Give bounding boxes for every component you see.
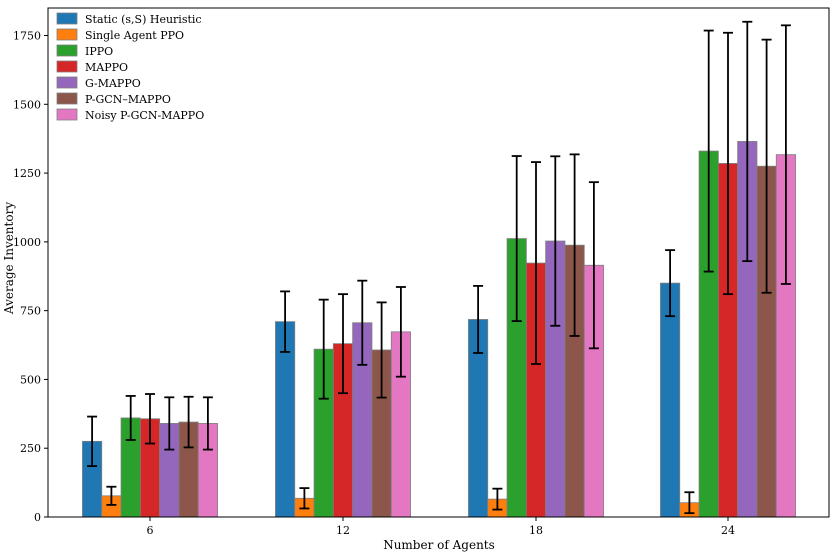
legend-label-0: Static (s,S) Heuristic	[85, 13, 202, 26]
x-tick-label-0: 6	[147, 524, 154, 537]
bars-layer	[82, 141, 796, 518]
y-axis-label: Average Inventory	[2, 202, 16, 315]
legend-swatch-2	[56, 44, 78, 57]
legend-label-3: MAPPO	[85, 61, 128, 74]
legend-swatch-3	[56, 60, 78, 73]
legend-label-2: IPPO	[85, 45, 113, 58]
y-tick-label-5: 1250	[13, 167, 41, 180]
y-tick-label-0: 0	[34, 511, 41, 524]
legend-label-1: Single Agent PPO	[85, 29, 184, 42]
y-tick-label-2: 500	[20, 373, 41, 386]
bar-s0-c3	[660, 282, 681, 518]
y-tick-label-4: 1000	[13, 236, 41, 249]
error-bars-layer	[87, 20, 791, 515]
axes-layer: 0 250 500 750 1000 1250 1500 1750 6 12 18 24	[13, 7, 830, 537]
legend-swatch-5	[56, 92, 78, 105]
y-tick-label-1: 250	[20, 442, 41, 455]
legend-swatch-0	[56, 12, 78, 25]
y-tick-label-3: 750	[20, 305, 41, 318]
x-tick-label-1: 12	[336, 524, 350, 537]
y-tick-label-6: 1500	[13, 98, 41, 111]
x-tick-label-2: 18	[529, 524, 543, 537]
legend-swatch-6	[56, 108, 78, 121]
legend-swatch-1	[56, 28, 78, 41]
plot-frame	[47, 7, 830, 518]
x-tick-label-3: 24	[721, 524, 735, 537]
legend: Static (s,S) Heuristic Single Agent PPO IP…	[56, 12, 204, 122]
x-axis-label: Number of Agents	[383, 538, 495, 552]
y-tick-label-7: 1750	[13, 30, 41, 43]
legend-swatch-4	[56, 76, 78, 89]
legend-label-4: G-MAPPO	[85, 77, 141, 90]
legend-label-6: Noisy P-GCN-MAPPO	[85, 109, 204, 122]
legend-label-5: P-GCN–MAPPO	[85, 93, 171, 106]
